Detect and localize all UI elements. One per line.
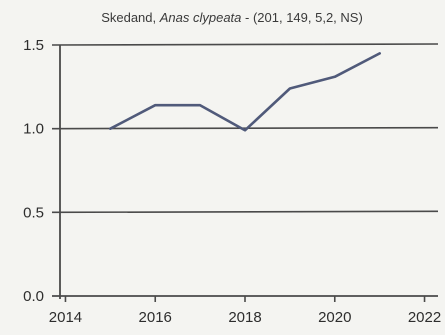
y-gridline	[51, 43, 439, 46]
y-tick-label: 1.5	[23, 37, 44, 54]
chart-title-latin: Anas clypeata	[159, 10, 242, 25]
chart-title-stats: - (201, 149, 5,2, NS)	[241, 10, 362, 25]
y-gridline	[51, 210, 439, 214]
series-layer	[109, 52, 382, 132]
y-tick-label: 0.0	[23, 288, 44, 305]
chart-title-species: Skedand,	[101, 10, 160, 25]
x-tick-label: 2022	[408, 309, 441, 326]
x-tick-label: 2020	[318, 309, 351, 326]
y-gridline	[51, 126, 439, 130]
x-tick-label: 2014	[49, 309, 82, 326]
x-tick-label: 2018	[228, 309, 261, 326]
x-tick-label: 2016	[139, 309, 172, 326]
series-line	[109, 52, 382, 132]
y-tick-label: 1.0	[23, 121, 44, 138]
grid-layer	[51, 43, 439, 297]
y-tick-label: 0.5	[23, 204, 44, 221]
chart-title: Skedand, Anas clypeata - (201, 149, 5,2,…	[101, 10, 363, 25]
axis-layer	[59, 45, 426, 302]
tick-label-layer: 0.0 0.5 1.0 1.5 2014 2016 2018 2020 2022	[23, 37, 441, 326]
